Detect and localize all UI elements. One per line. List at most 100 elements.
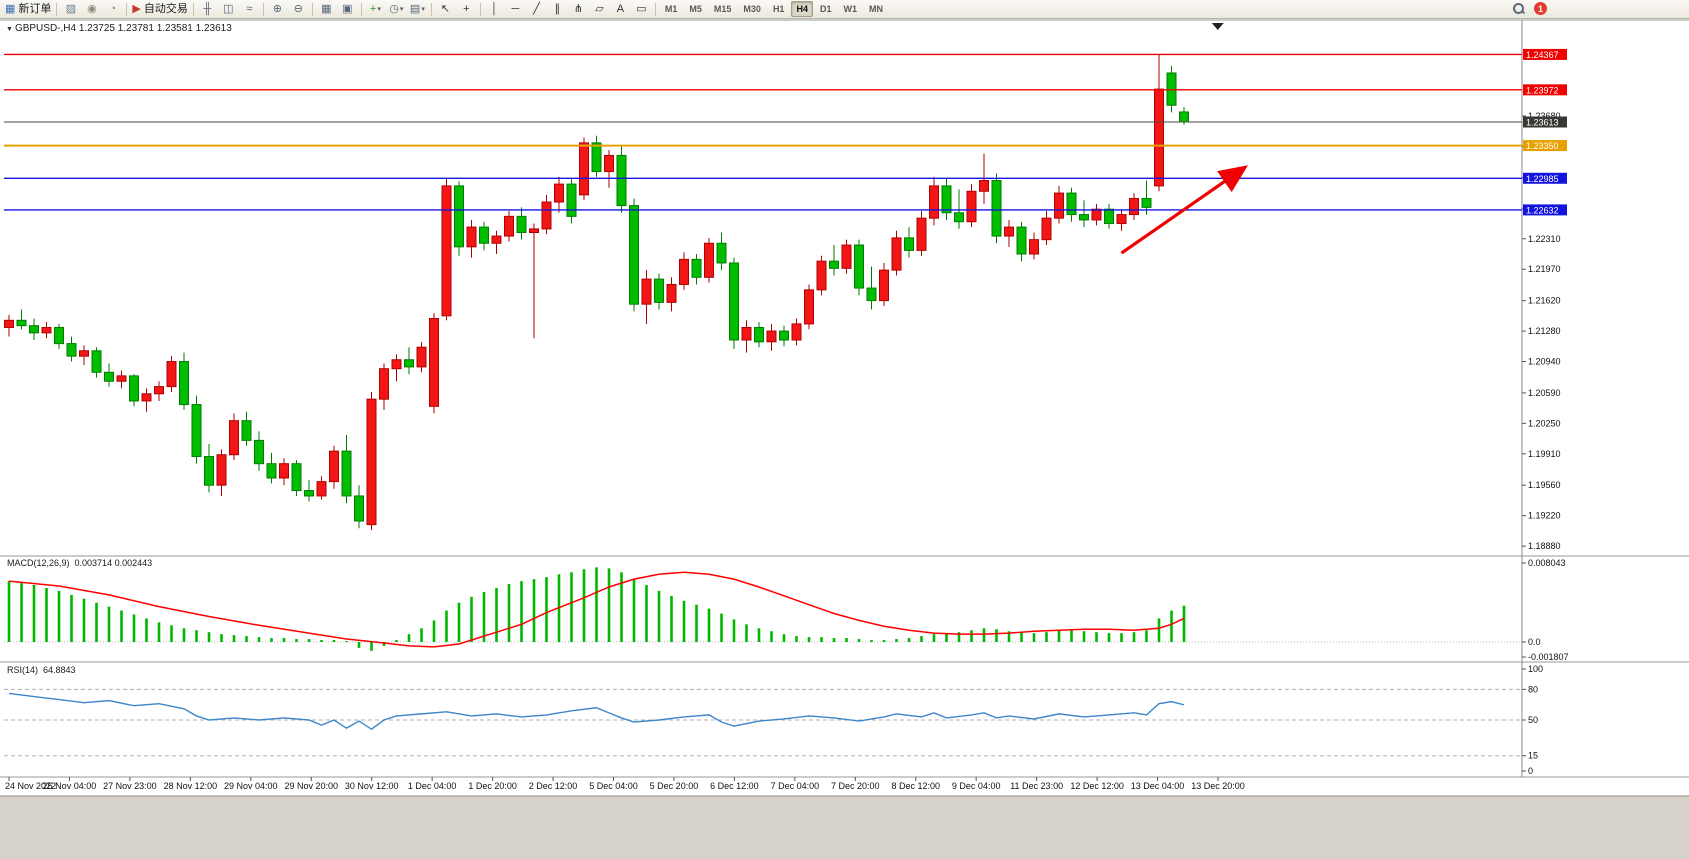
rsi-line xyxy=(8,692,1185,731)
timeframe-W1[interactable]: W1 xyxy=(843,4,857,14)
crosshair-button-icon: + xyxy=(463,2,470,15)
horizontal-line-button-icon: ─ xyxy=(511,2,520,15)
arrows-button[interactable]: ▭ xyxy=(631,1,652,18)
candle xyxy=(954,212,964,223)
notification-badge[interactable]: 1 xyxy=(1534,2,1547,15)
timeframe-M1[interactable]: M1 xyxy=(664,4,678,14)
candle xyxy=(1079,214,1089,221)
candle xyxy=(141,393,152,402)
indicators-button[interactable]: + ▾ xyxy=(365,1,386,18)
timeframe-H1[interactable]: H1 xyxy=(772,4,785,14)
text-button[interactable]: A xyxy=(610,1,631,18)
price-line-label: 1.22632 xyxy=(1526,205,1559,215)
zoom-in-button[interactable]: ⊕ xyxy=(267,1,288,18)
bar-chart-button[interactable]: ╫ xyxy=(197,1,218,18)
candle xyxy=(566,183,577,217)
candle xyxy=(316,481,327,497)
timeframe-MN[interactable]: MN xyxy=(868,4,883,14)
candle xyxy=(804,289,814,325)
toolbar-separator xyxy=(56,2,58,16)
candle xyxy=(429,318,439,407)
chart-shift-marker[interactable] xyxy=(1211,23,1224,30)
templates-button-icon: ▤ xyxy=(409,2,421,15)
time-axis-label: 7 Dec 20:00 xyxy=(831,781,880,791)
timeframe-M30[interactable]: M30 xyxy=(743,4,761,14)
channel-button[interactable]: ∥ xyxy=(547,1,568,18)
shapes-button-icon: ▱ xyxy=(595,2,604,15)
chart-dropdown-icon: ▼ xyxy=(6,26,13,33)
macd-signal-line xyxy=(8,571,1185,648)
periods-button-icon: ◷ xyxy=(389,2,399,15)
auto-trading-button[interactable]: ▶ 自动交易 xyxy=(130,1,189,18)
current-price-box xyxy=(1523,116,1567,128)
tile-windows-button-icon: ▦ xyxy=(321,2,332,15)
candle xyxy=(779,330,789,341)
toolbar-right-group: 1 xyxy=(1512,2,1547,15)
candle xyxy=(416,346,427,368)
auto-arrange-button-icon: ▣ xyxy=(342,2,353,15)
vertical-line-button[interactable]: │ xyxy=(484,1,505,18)
candle xyxy=(1041,217,1052,241)
new-order-button[interactable]: ▦ 新订单 xyxy=(3,1,53,18)
candle xyxy=(91,350,102,373)
candle xyxy=(279,463,289,479)
price-chart: 1.236801.233401.229901.226501.223101.219… xyxy=(0,19,1689,859)
templates-button[interactable]: ▤ ▾ xyxy=(407,1,428,18)
crosshair-button[interactable]: + xyxy=(456,1,477,18)
tile-windows-button[interactable]: ▦ xyxy=(316,1,337,18)
trend-arrow[interactable] xyxy=(1120,165,1249,255)
rsi-value: 64.8843 xyxy=(43,665,76,675)
candle xyxy=(866,287,877,302)
price-line-label-box xyxy=(1523,140,1567,152)
candle xyxy=(54,326,64,345)
search-icon[interactable] xyxy=(1512,2,1525,15)
line-chart-button[interactable]: ≈ xyxy=(239,1,260,18)
time-axis-label: 30 Nov 12:00 xyxy=(345,781,399,791)
candle xyxy=(591,142,602,173)
candle xyxy=(654,278,664,303)
auto-trading-button-label: 自动交易 xyxy=(143,2,188,15)
horizontal-line-button[interactable]: ─ xyxy=(505,1,526,18)
candle xyxy=(466,226,477,248)
rsi-axis-label: 100 xyxy=(1528,664,1543,674)
zoom-out-button[interactable]: ⊖ xyxy=(288,1,309,18)
timeframe-H4[interactable]: H4 xyxy=(791,1,813,17)
candle xyxy=(404,359,414,368)
history-icon[interactable]: ◔ xyxy=(102,1,123,18)
candle xyxy=(1016,226,1027,255)
candle xyxy=(129,375,139,402)
zoom-in-button-icon: ⊕ xyxy=(272,2,282,15)
time-axis-label: 8 Dec 12:00 xyxy=(891,781,940,791)
rsi-axis-label: 0 xyxy=(1528,766,1533,776)
auto-arrange-button[interactable]: ▣ xyxy=(337,1,358,18)
chart-title[interactable]: ▼ GBPUSD-,H4 1.23725 1.23781 1.23581 1.23… xyxy=(6,23,232,34)
cursor-button[interactable]: ↖ xyxy=(435,1,456,18)
price-axis-label: 1.18880 xyxy=(1528,541,1561,551)
new-order-button-label: 新订单 xyxy=(18,2,52,15)
shapes-button[interactable]: ▱ xyxy=(589,1,610,18)
timeframe-D1[interactable]: D1 xyxy=(819,4,832,14)
periods-button[interactable]: ◷ ▾ xyxy=(386,1,407,18)
timeframe-M15[interactable]: M15 xyxy=(713,4,732,14)
price-axis-label: 1.19910 xyxy=(1528,449,1561,459)
charts-icon-icon: ▨ xyxy=(65,2,77,15)
candle xyxy=(216,454,227,486)
candle xyxy=(716,242,727,264)
current-price-label: 1.23613 xyxy=(1526,118,1559,128)
candle xyxy=(679,258,689,285)
candle xyxy=(166,361,177,388)
candle xyxy=(241,420,252,441)
rsi-axis-label: 15 xyxy=(1528,751,1538,761)
candle xyxy=(829,260,839,269)
fibonacci-button[interactable]: ⋔ xyxy=(568,1,589,18)
candle xyxy=(666,283,677,303)
charts-icon[interactable]: ▨ xyxy=(60,1,81,18)
price-axis-label: 1.23680 xyxy=(1528,111,1561,121)
candlestick-chart-button[interactable]: ◫ xyxy=(218,1,239,18)
toolbar-separator xyxy=(430,2,432,16)
zoom-out-button-icon: ⊖ xyxy=(293,2,303,15)
rsi-axis-label: 80 xyxy=(1528,684,1538,694)
alerts-icon[interactable]: ◉ xyxy=(81,1,102,18)
timeframe-M5[interactable]: M5 xyxy=(689,4,702,14)
trendline-button[interactable]: ╱ xyxy=(526,1,547,18)
